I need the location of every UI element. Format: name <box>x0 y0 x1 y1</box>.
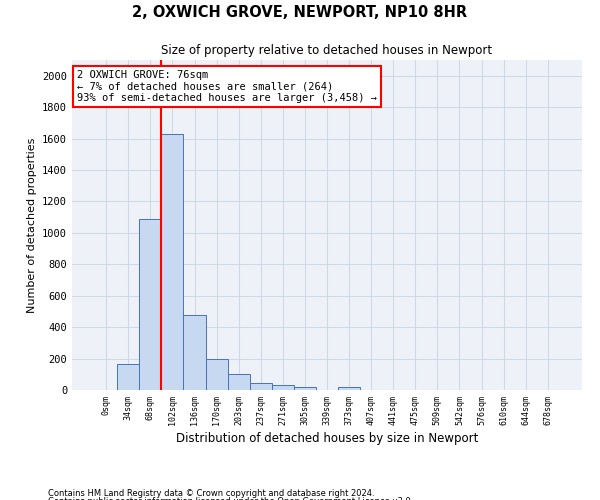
Text: Contains HM Land Registry data © Crown copyright and database right 2024.: Contains HM Land Registry data © Crown c… <box>48 488 374 498</box>
Bar <box>206 358 227 390</box>
Bar <box>272 386 294 390</box>
Bar <box>250 383 272 390</box>
Title: Size of property relative to detached houses in Newport: Size of property relative to detached ho… <box>161 44 493 58</box>
Bar <box>338 387 360 390</box>
Bar <box>161 134 184 390</box>
Bar <box>139 218 161 390</box>
Text: 2, OXWICH GROVE, NEWPORT, NP10 8HR: 2, OXWICH GROVE, NEWPORT, NP10 8HR <box>133 5 467 20</box>
X-axis label: Distribution of detached houses by size in Newport: Distribution of detached houses by size … <box>176 432 478 445</box>
Text: Contains public sector information licensed under the Open Government Licence v3: Contains public sector information licen… <box>48 497 413 500</box>
Bar <box>184 314 206 390</box>
Bar <box>294 387 316 390</box>
Bar <box>227 374 250 390</box>
Y-axis label: Number of detached properties: Number of detached properties <box>26 138 37 312</box>
Bar <box>117 364 139 390</box>
Text: 2 OXWICH GROVE: 76sqm
← 7% of detached houses are smaller (264)
93% of semi-deta: 2 OXWICH GROVE: 76sqm ← 7% of detached h… <box>77 70 377 103</box>
